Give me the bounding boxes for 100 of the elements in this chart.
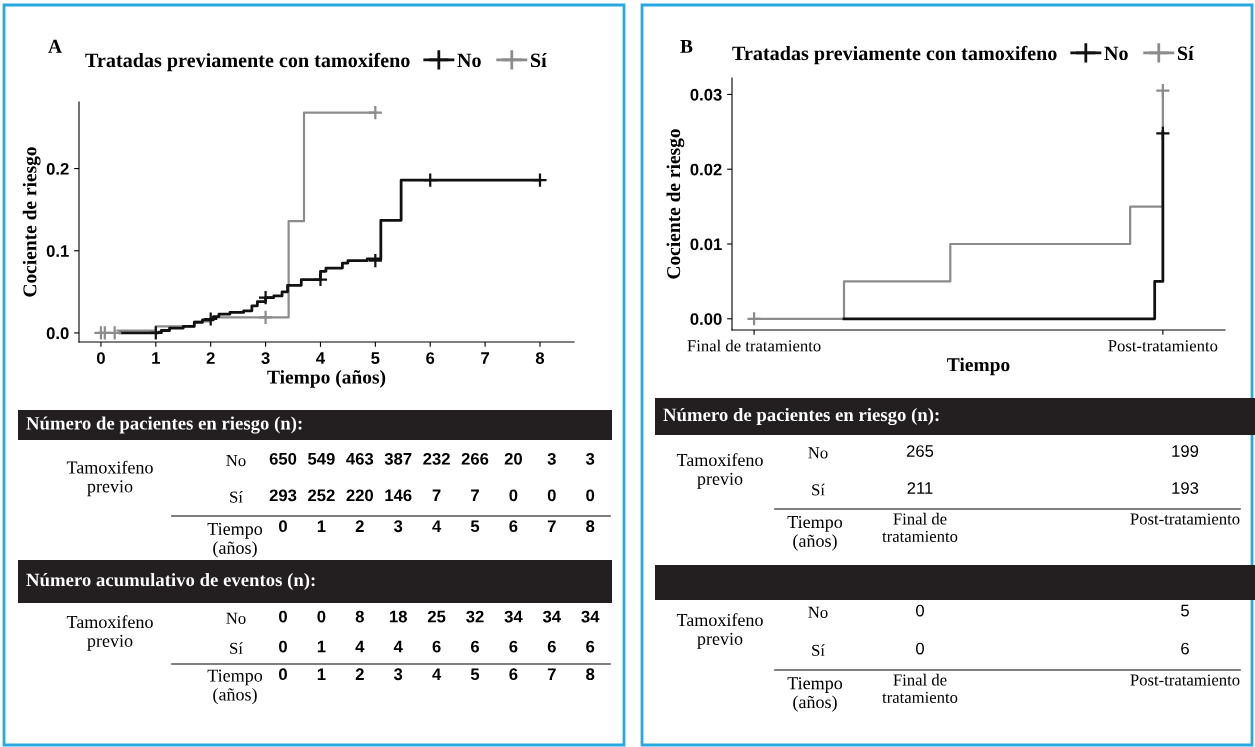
data-label: 6 [586,640,595,653]
x-axis-title: Tiempo (años) [267,370,386,388]
data-label: 265 [906,445,934,457]
data-label: 266 [461,452,489,465]
data-label: 7 [432,489,441,502]
x-tick-label: Post-tratamiento [1108,340,1218,352]
y-tick-label: 0.00 [690,313,722,325]
x-tick-label: 8 [586,668,595,681]
data-label: 463 [346,452,374,465]
point [148,325,164,341]
point [203,311,219,327]
data-label: 3 [547,452,556,465]
y-tick-label: 0.02 [690,163,722,176]
x-tick-label: 3 [393,668,403,681]
chart-title: Número de pacientes en riesgo (n): [26,416,302,434]
y-axis-title: Cociente de riesgo [666,129,685,279]
x-tick-label: 0 [96,352,105,364]
data-label: 549 [308,452,335,465]
x-tick-label: 7 [547,668,556,680]
data-label: 32 [466,610,484,623]
legend-title: Tratadas previamente con tamoxifeno [85,52,410,72]
x-tick-label: 1 [152,352,160,364]
x-tick-label: 1 [317,668,326,680]
data-label: 252 [308,489,335,502]
x-tick-label: Final de tratamiento [882,673,958,704]
y-tick-label: Sí [812,644,825,656]
chart-title: Número acumulativo de eventos (n): [26,572,315,591]
y-axis-title: Cociente de riesgo [22,147,41,297]
point [422,172,438,188]
x-axis-title: Tiempo (años) [207,669,263,705]
point [257,289,274,306]
point [367,104,384,121]
y-axis-title: Tamoxifeno previo [66,460,153,497]
x-axis-title: Tiempo (años) [787,677,843,712]
data-label: 387 [384,452,412,465]
legend-label: No [457,53,481,68]
y-tick-label: No [808,606,828,618]
x-axis-title: Tiempo (años) [787,515,843,551]
data-label: 220 [346,489,374,502]
x-tick-label: 5 [470,668,480,681]
data-label: 0 [916,642,924,655]
x-tick-label: 2 [206,352,215,364]
data-label: 1 [317,640,326,653]
legend-label: Sí [1177,45,1194,61]
x-tick-label: Post-tratamiento [1130,513,1240,525]
y-tick-label: No [808,447,828,459]
point [532,172,548,188]
data-label: 232 [423,452,450,465]
text: A [48,39,62,53]
data-label: 5 [1181,604,1189,617]
data-label: 0 [916,604,924,617]
x-axis-title: Tiempo (años) [207,522,263,558]
legend-label: Sí [530,52,547,68]
legend-label: No [1104,46,1128,61]
x-tick-label: 8 [535,352,545,364]
point [106,325,123,341]
data-label: 0 [547,489,556,502]
chart-title: Número de pacientes en riesgo (n): [663,407,939,426]
x-tick-label: 7 [481,352,489,364]
y-tick-label: Sí [230,490,243,503]
y-axis-title: Tamoxifeno previo [66,615,153,651]
data-label: 6 [432,640,441,653]
data-label: 6 [1181,642,1189,655]
x-tick-label: 5 [470,520,480,533]
y-axis-title: Tamoxifeno previo [676,453,763,489]
data-label: 34 [542,610,561,623]
text: B [680,39,693,53]
data-label: 199 [1172,445,1199,457]
data-label: 7 [471,489,479,502]
data-label: 6 [509,640,518,653]
data-label: 20 [504,452,522,465]
x-tick-label: 7 [547,520,556,532]
y-tick-label: 0.01 [690,238,722,251]
y-axis-title: Tamoxifeno previo [676,613,763,649]
y-tick-label: 0.03 [690,88,722,101]
data-label: 34 [504,610,523,623]
x-tick-label: 3 [261,352,270,364]
y-tick-label: 0.0 [46,327,69,340]
point [257,309,274,326]
x-tick-label: 1 [317,520,326,532]
data-label: 211 [907,482,933,494]
data-label: 0 [279,640,287,653]
y-tick-label: 0.2 [46,162,69,175]
x-tick-label: 4 [316,352,326,364]
data-label: 0 [279,610,287,623]
x-tick-label: 4 [432,668,442,680]
x-tick-label: 6 [509,520,518,533]
y-tick-label: Sí [812,483,825,496]
x-tick-label: 5 [371,352,380,364]
legend-title: Tratadas previamente con tamoxifeno [732,45,1057,65]
data-label: 193 [1172,482,1199,494]
data-label: 0 [586,489,595,502]
x-tick-label: Final de tratamiento [687,339,821,352]
data-label: 4 [355,640,365,653]
y-tick-label: No [226,612,246,624]
data-label: 18 [389,610,407,623]
data-label: 34 [581,610,600,623]
y-tick-label: Sí [230,642,243,654]
y-tick-label: No [226,455,246,467]
data-label: 8 [355,610,364,623]
